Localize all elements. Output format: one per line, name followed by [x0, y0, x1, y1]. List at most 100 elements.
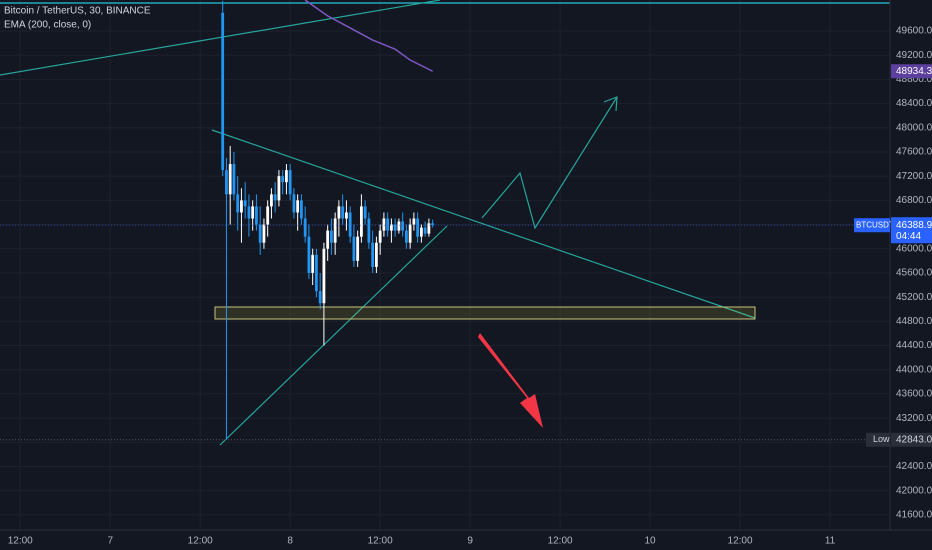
low-tag	[866, 432, 890, 447]
symbol-tag-label: BTCUSDT	[856, 220, 894, 229]
candle-body	[266, 206, 270, 225]
y-tick-label: 49600.00	[896, 26, 932, 37]
y-tick-label: 47600.00	[896, 147, 932, 158]
candle-body	[337, 206, 341, 219]
grid	[0, 0, 890, 530]
candle-body	[345, 212, 348, 219]
y-tick-label: 42400.00	[896, 461, 932, 472]
candle-body	[221, 12, 225, 171]
candle-body	[292, 194, 296, 213]
trend-line	[219, 225, 448, 446]
x-tick-label: 12:00	[368, 536, 393, 547]
candle-body	[277, 176, 281, 201]
candle-body	[397, 221, 401, 231]
candle-body	[393, 224, 397, 231]
candle-body	[288, 170, 292, 195]
down-arrow	[478, 333, 543, 428]
x-tick-label: 7	[107, 536, 113, 547]
trend-line	[211, 129, 756, 319]
candle-body	[431, 223, 435, 226]
y-tick-label: 45200.00	[896, 292, 932, 303]
price-tag	[891, 217, 932, 244]
y-tick-label: 45600.00	[896, 268, 932, 279]
y-tick-label: 47200.00	[896, 171, 932, 182]
x-tick-label: 12:00	[728, 536, 753, 547]
x-tick-label: 12:00	[548, 536, 573, 547]
x-tick-label: 11	[825, 536, 836, 547]
y-tick-label: 44000.00	[896, 364, 932, 375]
candle-body	[386, 218, 390, 231]
candle-body	[225, 170, 228, 195]
y-tick-label: 44800.00	[896, 316, 932, 327]
arrow-head	[603, 96, 618, 112]
candle-body	[367, 218, 371, 243]
candle-body	[258, 224, 262, 243]
candle-body	[285, 170, 288, 183]
y-tick-label: 43200.00	[896, 413, 932, 424]
candle-body	[311, 254, 315, 273]
low-price-label: 42843.05	[896, 434, 932, 445]
low-price-tag	[891, 432, 932, 447]
candle-body	[341, 206, 345, 219]
candle-body	[247, 206, 251, 219]
candle-body	[371, 242, 375, 267]
candle-body	[382, 218, 386, 231]
x-tick-label: 12:00	[8, 536, 33, 547]
candle-body	[281, 176, 285, 183]
candle-body	[273, 194, 277, 201]
candle-body	[419, 227, 423, 237]
indicator-legend: EMA (200, close, 0)	[4, 20, 91, 31]
low-tag-label: Low	[873, 434, 890, 444]
ema-line	[304, 0, 433, 72]
candle-body	[416, 218, 420, 237]
y-tick-label: 48000.00	[896, 122, 932, 133]
y-tick-label: 48400.00	[896, 98, 932, 109]
candle-body	[262, 224, 266, 243]
candle-body	[270, 194, 273, 207]
candle-body	[307, 236, 311, 273]
candle-body	[322, 248, 326, 304]
y-tick-label: 41600.00	[896, 510, 932, 521]
price-axis	[890, 0, 932, 550]
price-tag-label: 46388.99	[896, 220, 932, 231]
candle-body	[363, 206, 367, 219]
candle-body	[318, 291, 322, 304]
candle-body	[232, 164, 236, 195]
countdown-label: 04:44	[896, 231, 921, 242]
y-tick-label: 44400.00	[896, 340, 932, 351]
y-tick-label: 43600.00	[896, 389, 932, 400]
candle-body	[378, 230, 382, 243]
symbol-tag	[854, 218, 890, 233]
candle-body	[240, 200, 243, 213]
x-tick-label: 12:00	[188, 536, 213, 547]
candle-body	[348, 212, 352, 237]
ema-tag-label: 48934.34	[896, 66, 932, 77]
candle-body	[255, 206, 258, 225]
chart-title: Bitcoin / TetherUS, 30, BINANCE	[4, 6, 151, 17]
x-tick-label: 8	[287, 536, 293, 547]
candle-body	[356, 236, 360, 261]
candle-body	[315, 254, 318, 292]
plot	[0, 0, 890, 441]
candle-body	[412, 218, 416, 225]
candle-body	[303, 218, 307, 237]
zone-rectangle	[214, 306, 756, 320]
candle-body	[401, 221, 405, 231]
x-tick-label: 9	[467, 536, 473, 547]
x-tick-label: 10	[645, 536, 657, 547]
y-tick-label: 49200.00	[896, 50, 932, 61]
trend-line	[0, 0, 441, 76]
candle-body	[408, 224, 412, 243]
ema-tag	[891, 64, 932, 79]
candle-body	[296, 200, 300, 213]
candle-body	[251, 206, 255, 219]
candle-body	[427, 223, 431, 234]
candle-body	[423, 227, 427, 234]
y-tick-label: 42000.00	[896, 485, 932, 496]
axes: 41600.0042000.0042400.0042800.0043200.00…	[8, 26, 932, 547]
candle-body	[330, 230, 333, 243]
candle-body	[243, 200, 247, 207]
candle-body	[359, 206, 363, 237]
